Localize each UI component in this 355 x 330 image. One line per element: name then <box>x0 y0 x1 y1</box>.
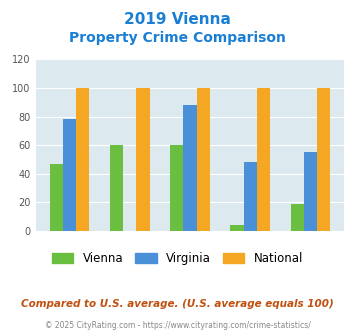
Text: © 2025 CityRating.com - https://www.cityrating.com/crime-statistics/: © 2025 CityRating.com - https://www.city… <box>45 321 310 330</box>
Bar <box>76 88 89 231</box>
Bar <box>63 119 76 231</box>
Bar <box>230 225 244 231</box>
Bar <box>257 88 270 231</box>
Bar <box>183 105 197 231</box>
Bar <box>317 88 330 231</box>
Legend: Vienna, Virginia, National: Vienna, Virginia, National <box>48 247 307 270</box>
Bar <box>136 88 149 231</box>
Bar <box>290 204 304 231</box>
Text: Property Crime Comparison: Property Crime Comparison <box>69 31 286 45</box>
Text: 2019 Vienna: 2019 Vienna <box>124 12 231 26</box>
Bar <box>197 88 210 231</box>
Bar <box>304 152 317 231</box>
Bar <box>170 145 183 231</box>
Bar <box>50 164 63 231</box>
Text: Compared to U.S. average. (U.S. average equals 100): Compared to U.S. average. (U.S. average … <box>21 299 334 309</box>
Bar <box>110 145 123 231</box>
Bar <box>244 162 257 231</box>
